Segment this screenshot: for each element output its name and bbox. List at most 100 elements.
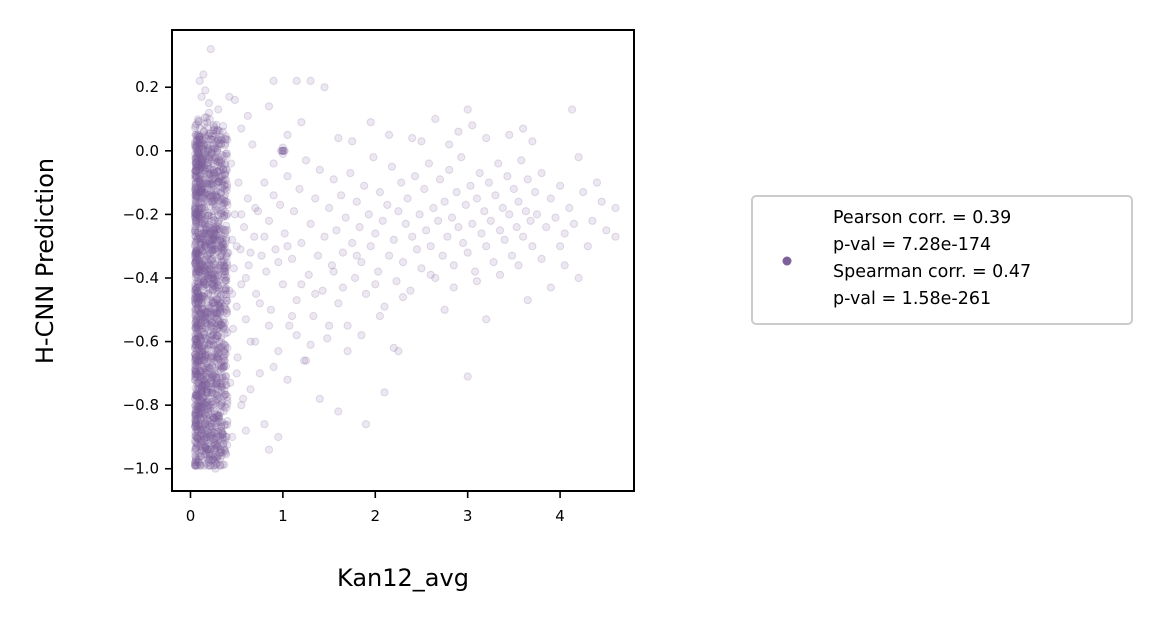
data-point-cluster xyxy=(206,385,216,394)
data-point-cluster xyxy=(196,259,205,268)
data-point-cluster xyxy=(195,383,204,392)
data-point-cluster xyxy=(215,155,224,164)
data-point xyxy=(466,181,475,190)
data-point-cluster xyxy=(211,416,220,425)
data-point-cluster xyxy=(203,176,212,185)
data-point-cluster xyxy=(203,334,212,344)
data-point xyxy=(583,242,592,251)
data-point-cluster xyxy=(195,256,204,265)
data-point-cluster xyxy=(196,421,205,430)
data-point-cluster xyxy=(216,194,225,203)
data-point xyxy=(210,153,219,162)
data-point-cluster xyxy=(217,249,226,258)
data-point-cluster xyxy=(191,143,200,152)
data-point-cluster xyxy=(200,375,209,384)
data-point-cluster xyxy=(215,449,224,458)
data-point-cluster xyxy=(191,256,200,265)
data-point-cluster xyxy=(196,461,205,470)
data-point xyxy=(348,238,357,248)
data-point-cluster xyxy=(215,418,225,427)
data-point xyxy=(225,286,234,295)
data-point xyxy=(454,223,463,232)
data-point xyxy=(569,219,579,228)
data-point-cluster xyxy=(210,136,219,145)
data-point-cluster xyxy=(191,438,200,447)
data-point-cluster xyxy=(192,270,201,279)
data-point-cluster xyxy=(192,253,202,262)
data-point-cluster xyxy=(203,445,212,454)
data-point-cluster xyxy=(192,120,201,129)
data-point xyxy=(389,343,398,352)
data-point-cluster xyxy=(214,217,223,226)
data-point-cluster xyxy=(191,362,200,371)
data-point-cluster xyxy=(198,353,207,362)
data-point-cluster xyxy=(211,261,220,270)
data-point-cluster xyxy=(196,238,205,247)
data-point-cluster xyxy=(198,350,207,359)
data-point-cluster xyxy=(209,275,218,284)
data-point-cluster xyxy=(213,301,222,310)
data-point-cluster xyxy=(207,145,216,154)
data-point xyxy=(194,203,203,213)
data-point-cluster xyxy=(210,125,219,134)
data-point-cluster xyxy=(223,440,232,449)
data-point-cluster xyxy=(195,132,204,141)
data-point-cluster xyxy=(197,407,207,416)
data-point-cluster xyxy=(204,363,213,372)
data-point xyxy=(200,277,209,286)
data-point-cluster xyxy=(214,411,223,420)
data-point-cluster xyxy=(202,453,211,462)
data-point-cluster xyxy=(214,140,224,149)
data-point-cluster xyxy=(216,454,225,463)
data-point-cluster xyxy=(202,308,211,318)
data-point-cluster xyxy=(196,321,206,330)
data-point-cluster xyxy=(209,185,218,194)
data-point xyxy=(482,315,491,324)
data-point xyxy=(375,188,384,197)
data-point-cluster xyxy=(206,321,215,330)
data-point xyxy=(279,146,288,155)
data-point-cluster xyxy=(210,370,220,379)
data-point xyxy=(366,242,375,251)
data-point-cluster xyxy=(209,225,218,234)
data-point-cluster xyxy=(208,298,217,307)
data-point xyxy=(480,207,489,216)
data-point-cluster xyxy=(213,186,222,196)
data-point-cluster xyxy=(206,255,215,265)
data-point-cluster xyxy=(213,144,222,153)
data-point-cluster xyxy=(199,356,209,365)
data-point xyxy=(429,203,438,213)
data-point-cluster xyxy=(218,428,227,438)
data-point-cluster xyxy=(213,167,222,176)
data-point-cluster xyxy=(212,147,222,156)
data-point-cluster xyxy=(191,210,200,219)
data-point-cluster xyxy=(197,193,206,202)
data-point-cluster xyxy=(200,292,209,301)
data-point-cluster xyxy=(206,358,215,367)
data-point-cluster xyxy=(196,414,205,423)
data-point-cluster xyxy=(191,391,200,400)
data-point-cluster xyxy=(208,241,217,250)
data-point-cluster xyxy=(212,231,221,240)
data-point-cluster xyxy=(198,398,207,407)
data-point-cluster xyxy=(191,248,200,257)
data-point xyxy=(398,293,408,302)
data-point-cluster xyxy=(200,242,209,251)
data-point-cluster xyxy=(205,169,214,178)
data-point-cluster xyxy=(209,428,218,437)
data-point-cluster xyxy=(191,311,200,320)
data-point-cluster xyxy=(201,150,210,160)
data-point-cluster xyxy=(195,368,204,377)
data-point-cluster xyxy=(194,411,203,420)
data-point-cluster xyxy=(213,442,222,452)
data-point-cluster xyxy=(211,229,220,239)
data-point-cluster xyxy=(197,389,206,398)
data-point-cluster xyxy=(193,146,202,155)
data-point-cluster xyxy=(197,385,206,394)
data-point-cluster xyxy=(221,190,230,199)
data-point-cluster xyxy=(192,267,201,276)
data-point-cluster xyxy=(191,461,200,470)
data-point xyxy=(394,347,403,356)
data-point xyxy=(468,219,477,228)
data-point-cluster xyxy=(213,429,223,439)
